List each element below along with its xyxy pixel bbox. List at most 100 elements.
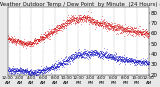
Point — [27, 43, 30, 44]
Point — [131, 31, 133, 33]
Point — [118, 59, 120, 60]
Point — [88, 19, 91, 21]
Point — [22, 44, 24, 45]
Point — [42, 36, 44, 37]
Point — [112, 25, 114, 27]
Point — [47, 69, 50, 70]
Point — [87, 17, 90, 18]
Point — [142, 31, 145, 32]
Point — [13, 41, 16, 42]
Point — [28, 74, 31, 75]
Point — [84, 18, 87, 20]
Point — [98, 22, 101, 23]
Point — [80, 18, 82, 19]
Point — [108, 54, 111, 55]
Point — [35, 39, 37, 41]
Point — [92, 18, 95, 20]
Point — [85, 22, 87, 23]
Point — [148, 35, 150, 36]
Point — [37, 70, 39, 71]
Point — [131, 59, 133, 60]
Point — [39, 72, 41, 73]
Point — [86, 17, 89, 18]
Point — [76, 20, 79, 21]
Point — [30, 42, 32, 43]
Point — [53, 64, 56, 66]
Point — [9, 71, 12, 72]
Point — [88, 56, 91, 57]
Point — [142, 60, 144, 61]
Point — [48, 66, 50, 68]
Point — [28, 42, 31, 43]
Point — [50, 33, 53, 34]
Point — [84, 53, 86, 55]
Point — [26, 41, 28, 42]
Point — [146, 61, 149, 63]
Point — [120, 27, 123, 28]
Point — [124, 29, 127, 30]
Point — [87, 59, 89, 60]
Point — [140, 32, 143, 33]
Point — [116, 29, 119, 30]
Point — [129, 58, 132, 59]
Point — [37, 40, 40, 42]
Point — [64, 25, 67, 26]
Point — [107, 57, 110, 59]
Point — [27, 43, 30, 45]
Point — [72, 18, 75, 19]
Point — [52, 67, 55, 68]
Point — [94, 22, 97, 23]
Point — [126, 30, 129, 31]
Point — [7, 70, 10, 71]
Point — [33, 72, 35, 73]
Point — [102, 53, 105, 54]
Point — [115, 27, 118, 28]
Point — [78, 15, 80, 16]
Point — [79, 54, 81, 55]
Point — [26, 71, 28, 72]
Point — [43, 68, 45, 69]
Point — [117, 56, 120, 57]
Point — [129, 31, 131, 33]
Point — [117, 57, 119, 58]
Point — [47, 68, 50, 69]
Point — [43, 35, 46, 36]
Point — [66, 57, 69, 58]
Point — [34, 39, 36, 40]
Point — [81, 17, 83, 18]
Point — [47, 68, 49, 69]
Point — [33, 39, 36, 40]
Point — [22, 41, 25, 42]
Point — [133, 31, 136, 32]
Point — [121, 61, 124, 62]
Point — [7, 70, 9, 71]
Point — [77, 19, 80, 21]
Point — [119, 26, 122, 28]
Point — [108, 26, 111, 27]
Point — [51, 31, 54, 33]
Point — [94, 19, 96, 20]
Point — [63, 19, 65, 21]
Point — [140, 34, 142, 35]
Point — [74, 22, 76, 24]
Point — [140, 61, 142, 63]
Point — [71, 16, 73, 17]
Point — [35, 39, 38, 40]
Point — [115, 58, 117, 60]
Point — [19, 70, 22, 72]
Point — [43, 36, 46, 38]
Point — [65, 60, 67, 62]
Point — [132, 29, 135, 31]
Point — [63, 61, 65, 62]
Point — [138, 63, 141, 65]
Point — [8, 71, 11, 72]
Point — [31, 42, 34, 43]
Point — [70, 54, 72, 56]
Point — [37, 73, 39, 74]
Point — [42, 36, 44, 37]
Point — [125, 57, 128, 59]
Point — [62, 60, 64, 62]
Point — [92, 20, 95, 22]
Point — [40, 39, 43, 40]
Point — [120, 32, 122, 33]
